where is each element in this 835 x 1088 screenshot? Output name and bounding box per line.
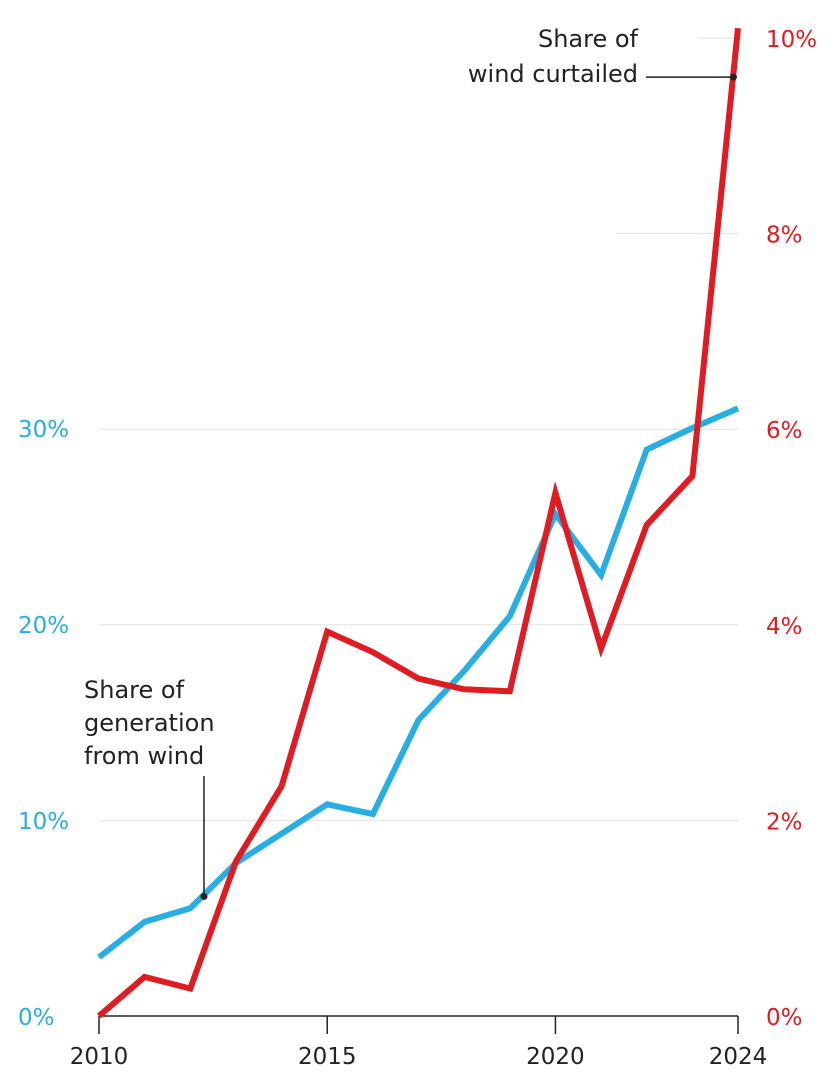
left-axis-tick-label: 0% xyxy=(18,1005,55,1031)
wind-curtailed-series-line xyxy=(97,27,741,1019)
right-axis-tick-label: 10% xyxy=(766,27,817,53)
left-axis-tick-label: 10% xyxy=(18,809,69,835)
x-axis-tick-label: 2024 xyxy=(709,1044,768,1070)
x-axis-tick-label: 2015 xyxy=(298,1044,357,1070)
annotation-line: generation xyxy=(84,709,215,737)
annotation-dot xyxy=(200,892,208,900)
annotation-line: Share of xyxy=(538,25,639,53)
wind-generation-series-line xyxy=(97,405,740,960)
axes: 0% 10% 20% 30% 0% 2% 4% 6% 8% 10% 2010 2015 2020 2024 xyxy=(18,27,817,1070)
wind-generation-annotation: Share of generation from wind xyxy=(84,676,215,770)
annotation-dot xyxy=(729,73,737,81)
wind-curtailed-annotation: Share of wind curtailed xyxy=(468,25,639,88)
right-axis-tick-label: 2% xyxy=(766,809,803,835)
left-axis-tick-label: 30% xyxy=(18,417,69,443)
annotation-line: from wind xyxy=(84,742,204,770)
right-axis-tick-label: 4% xyxy=(766,614,803,640)
right-axis-tick-label: 8% xyxy=(766,223,803,249)
right-axis-tick-label: 0% xyxy=(766,1005,803,1031)
gridlines xyxy=(99,37,738,821)
annotation-line: Share of xyxy=(84,676,185,704)
x-axis-tick-label: 2020 xyxy=(526,1044,585,1070)
x-axis-tick-label: 2010 xyxy=(70,1044,129,1070)
left-axis-tick-label: 20% xyxy=(18,613,69,639)
right-axis-tick-label: 6% xyxy=(766,418,803,444)
annotations: Share of generation from wind Share of wind … xyxy=(84,25,737,900)
annotation-line: wind curtailed xyxy=(468,60,638,88)
series-lines xyxy=(97,27,741,1019)
